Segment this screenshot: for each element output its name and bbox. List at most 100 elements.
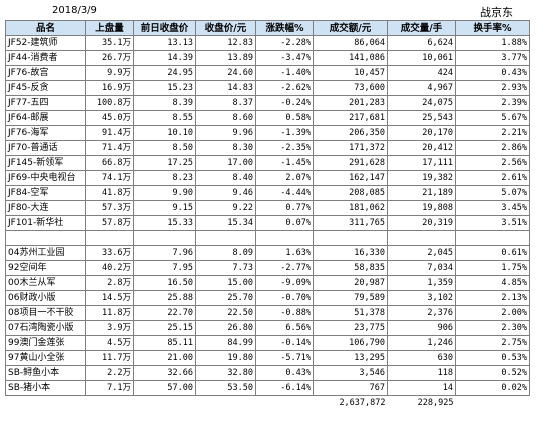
value-cell: 424 [387, 65, 456, 81]
value-cell: 35.1万 [85, 35, 134, 51]
value-cell: 9.22 [195, 200, 256, 216]
value-cell: 8.40 [195, 170, 256, 186]
table-row: 99澳门金莲张 4.5万 85.11 84.99 -0.14% 106,790 1,246 2… [5, 335, 530, 351]
value-cell: 21,189 [387, 185, 456, 201]
value-cell: 4,967 [387, 80, 456, 96]
value-cell: 7.1万 [85, 380, 134, 396]
table-row: JF84-空军 41.8万 9.90 9.46 -4.44% 208,085 21,189 5… [5, 185, 530, 201]
table-row: JF69-中央电视台 74.1万 8.23 8.40 2.07% 162,147 19,38… [5, 170, 530, 186]
column-header: 换手率% [455, 20, 530, 36]
value-cell: 57.00 [133, 380, 196, 396]
value-cell: 2,376 [387, 305, 456, 321]
author-name: 战京东 [480, 6, 513, 19]
value-cell: 1,246 [387, 335, 456, 351]
stamp-name-cell: JF69-中央电视台 [5, 170, 86, 186]
column-header: 前日收盘价 [133, 20, 196, 36]
value-cell: 1,359 [387, 275, 456, 291]
value-cell: 14.39 [133, 50, 196, 66]
value-cell: -0.88% [255, 305, 314, 321]
table-row: 08项目一不干胶 11.8万 22.70 22.50 -0.88% 51,378 2,376… [5, 305, 530, 321]
value-cell: -2.62% [255, 80, 314, 96]
empty-cell [387, 230, 456, 246]
stamp-name-cell: JF44-消费者 [5, 50, 86, 66]
value-cell: 2.07% [255, 170, 314, 186]
column-header-row: 品名 上盘量 前日收盘价 收盘价/元 涨跌幅% 成交额/元 成交量/手 换手率% [5, 20, 530, 36]
value-cell: 13.89 [195, 50, 256, 66]
value-cell: 74.1万 [85, 170, 134, 186]
value-cell: 15.34 [195, 215, 256, 231]
value-cell: -1.39% [255, 125, 314, 141]
table-body: JF52-建筑师 35.1万 13.13 12.83 -2.28% 86,064 6,624… [5, 35, 530, 411]
value-cell: 73,600 [313, 80, 388, 96]
stamp-name-cell: 92空间年 [5, 260, 86, 276]
value-cell: 71.4万 [85, 140, 134, 156]
value-cell: 118 [387, 365, 456, 381]
column-header: 品名 [5, 20, 86, 36]
table-row: JF77-五四 100.8万 8.39 8.37 -0.24% 201,283 24,075… [5, 95, 530, 111]
value-cell: 79,589 [313, 290, 388, 306]
value-cell: 58,835 [313, 260, 388, 276]
value-cell: 20,987 [313, 275, 388, 291]
value-cell: 25.88 [133, 290, 196, 306]
value-cell: -3.47% [255, 50, 314, 66]
value-cell: 5.07% [455, 185, 530, 201]
value-cell: 16,330 [313, 245, 388, 261]
value-cell: -1.40% [255, 65, 314, 81]
table-row: 04苏州工业园 33.6万 7.96 8.09 1.63% 16,330 2,045 0.61… [5, 245, 530, 261]
value-cell: 8.37 [195, 95, 256, 111]
value-cell: 4.5万 [85, 335, 134, 351]
table-row: SB-猪小本 7.1万 57.00 53.50 -6.14% 767 14 0.02% [5, 380, 530, 396]
value-cell: 767 [313, 380, 388, 396]
value-cell: 7.73 [195, 260, 256, 276]
value-cell: 23,775 [313, 320, 388, 336]
table-row: JF101-新华社 57.8万 15.33 15.34 0.07% 311,765 20,3… [5, 215, 530, 231]
empty-cell [456, 396, 530, 411]
value-cell: 14 [387, 380, 456, 396]
value-cell: 14.83 [195, 80, 256, 96]
value-cell: 25.70 [195, 290, 256, 306]
value-cell: 20,412 [387, 140, 456, 156]
value-cell: -1.45% [255, 155, 314, 171]
column-header: 成交量/手 [387, 20, 456, 36]
value-cell: 311,765 [313, 215, 388, 231]
column-header: 上盘量 [85, 20, 134, 36]
value-cell: 10.10 [133, 125, 196, 141]
value-cell: 2.61% [455, 170, 530, 186]
value-cell: -0.70% [255, 290, 314, 306]
table-row: 06财政小版 14.5万 25.88 25.70 -0.70% 79,589 3,102 2.… [5, 290, 530, 306]
table-row: JF80-大连 57.3万 9.15 9.22 0.77% 181,062 19,808 3.… [5, 200, 530, 216]
value-cell: 24.95 [133, 65, 196, 81]
value-cell: 3,546 [313, 365, 388, 381]
stamp-name-cell: JF145-新领军 [5, 155, 86, 171]
value-cell: 7.95 [133, 260, 196, 276]
table-row: JF76-故宫 9.9万 24.95 24.60 -1.40% 10,457 424 0.43… [5, 65, 530, 81]
value-cell: 2.75% [455, 335, 530, 351]
table-row: JF52-建筑师 35.1万 13.13 12.83 -2.28% 86,064 6,624… [5, 35, 530, 51]
value-cell: 10,061 [387, 50, 456, 66]
stamp-name-cell: JF76-海军 [5, 125, 86, 141]
table-row: 00木兰从军 2.8万 16.50 15.00 -9.09% 20,987 1,359 4.8… [5, 275, 530, 291]
stamp-name-cell: SB-猪小本 [5, 380, 86, 396]
value-cell: 9.9万 [85, 65, 134, 81]
value-cell: 141,086 [313, 50, 388, 66]
column-header: 涨跌幅% [255, 20, 314, 36]
value-cell: 0.43% [255, 365, 314, 381]
value-cell: 1.75% [455, 260, 530, 276]
stamp-name-cell: JF77-五四 [5, 95, 86, 111]
table-row: JF76-海军 91.4万 10.10 9.96 -1.39% 206,350 20,170… [5, 125, 530, 141]
value-cell: 57.8万 [85, 215, 134, 231]
stamp-name-cell: JF84-空军 [5, 185, 86, 201]
stamp-name-cell: JF64-邮展 [5, 110, 86, 126]
value-cell: -9.09% [255, 275, 314, 291]
value-cell: 40.2万 [85, 260, 134, 276]
value-cell: 171,372 [313, 140, 388, 156]
value-cell: 0.52% [455, 365, 530, 381]
value-cell: 86,064 [313, 35, 388, 51]
value-cell: 26.80 [195, 320, 256, 336]
value-cell: 25.15 [133, 320, 196, 336]
value-cell: 17.00 [195, 155, 256, 171]
empty-cell [455, 230, 530, 246]
sheet-header: 2018/3/9 战京东 [0, 2, 550, 19]
value-cell: 106,790 [313, 335, 388, 351]
table-row: SB-鲟鱼小本 2.2万 32.66 32.80 0.43% 3,546 118 0.52% [5, 365, 530, 381]
